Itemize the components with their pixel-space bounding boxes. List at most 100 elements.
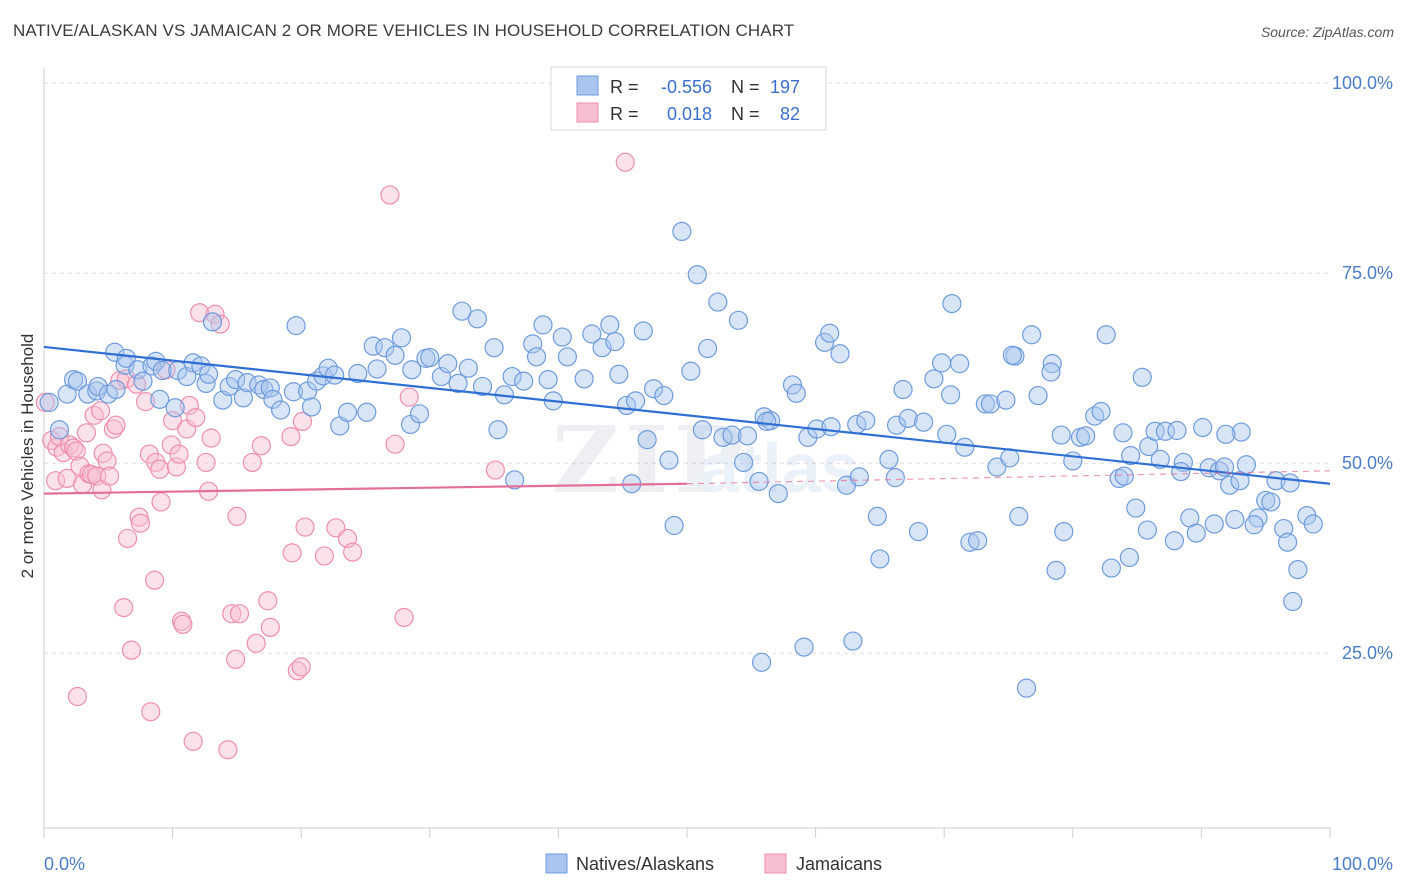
natives-point	[1261, 492, 1281, 512]
natives-points	[39, 221, 1323, 698]
natives-point	[1303, 514, 1323, 534]
natives-point	[1193, 417, 1213, 438]
natives-point	[980, 394, 1001, 414]
chart-title: NATIVE/ALASKAN VS JAMAICAN 2 OR MORE VEH…	[13, 21, 795, 40]
x-tick-label-min: 0.0%	[44, 854, 85, 874]
natives-point	[908, 521, 929, 542]
natives-point	[849, 467, 869, 487]
jamaicans-point	[380, 185, 400, 205]
jamaicans-point	[129, 507, 149, 527]
natives-point	[1171, 461, 1191, 482]
natives-point	[996, 390, 1016, 410]
watermark-zip: ZIP	[552, 406, 749, 514]
jamaicans-point	[76, 423, 97, 443]
jamaicans-point	[114, 597, 134, 618]
legend-swatch-pink	[576, 102, 599, 123]
jamaicans-point	[399, 387, 419, 407]
natives-point	[1137, 520, 1157, 540]
natives-point	[975, 394, 995, 414]
natives-point	[505, 470, 525, 490]
jamaicans-point	[258, 591, 278, 611]
natives-point	[1288, 559, 1308, 580]
y-tick-label-50: 50.0%	[1342, 453, 1393, 473]
natives-point	[514, 371, 534, 391]
natives-point	[1164, 531, 1184, 551]
natives-point	[226, 370, 246, 390]
natives-point	[472, 376, 493, 397]
natives-point	[722, 425, 742, 445]
jamaicans-point	[144, 570, 165, 590]
jamaicans-point	[45, 471, 66, 491]
natives-point	[820, 323, 840, 343]
jamaicans-point	[130, 513, 151, 533]
y-tick-label-75: 75.0%	[1342, 263, 1393, 283]
natives-point	[488, 420, 508, 440]
legend-n-label-pink: N =	[731, 104, 760, 124]
series-legend-swatch-jamaicans	[764, 853, 787, 874]
x-tick-label-max: 100.0%	[1332, 854, 1393, 874]
jamaicans-point	[251, 436, 271, 456]
jamaicans-point	[151, 492, 171, 512]
jamaicans-point	[117, 528, 138, 549]
natives-point	[609, 364, 629, 384]
natives-point	[1113, 423, 1133, 443]
natives-point	[128, 360, 148, 380]
jamaicans-point	[615, 152, 635, 172]
natives-point	[870, 549, 890, 569]
jamaicans-point	[218, 740, 238, 760]
y-tick-label-100: 100.0%	[1332, 73, 1393, 93]
natives-point	[692, 420, 713, 440]
natives-point	[337, 402, 358, 422]
jamaicans-point	[186, 408, 206, 428]
natives-point	[409, 404, 430, 424]
jamaicans-points	[35, 152, 635, 760]
natives-point	[643, 379, 664, 399]
natives-point	[605, 332, 625, 352]
natives-point	[1277, 532, 1298, 552]
jamaicans-point	[210, 314, 230, 334]
natives-point	[391, 328, 412, 348]
series-legend-label-jamaicans: Jamaicans	[796, 854, 882, 874]
natives-point	[39, 392, 59, 412]
natives-point	[286, 316, 306, 336]
natives-point	[960, 532, 980, 552]
natives-point	[502, 366, 522, 387]
natives-point	[199, 364, 219, 384]
natives-point	[150, 389, 170, 409]
natives-point	[856, 411, 876, 431]
jamaicans-point	[169, 444, 189, 464]
y-tick-labels: 100.0% 75.0% 50.0% 25.0%	[1332, 73, 1393, 663]
natives-point	[815, 332, 835, 352]
natives-point	[941, 385, 961, 405]
jamaicans-point	[226, 649, 246, 669]
natives-point	[375, 338, 395, 358]
natives-point	[733, 452, 754, 473]
jamaicans-point	[282, 543, 302, 563]
jamaicans-point	[291, 657, 311, 677]
natives-point	[233, 388, 253, 408]
jamaicans-point	[173, 614, 193, 634]
natives-point	[664, 515, 684, 536]
chart-source: Source: ZipAtlas.com	[1260, 24, 1394, 40]
jamaicans-point	[227, 506, 247, 527]
natives-point	[348, 363, 368, 384]
natives-point	[452, 301, 472, 321]
natives-point	[749, 471, 769, 492]
jamaicans-point	[201, 428, 221, 448]
natives-point	[165, 398, 185, 418]
natives-point	[728, 310, 749, 330]
natives-point	[133, 371, 153, 391]
natives-point	[937, 424, 957, 444]
natives-point	[932, 353, 952, 373]
natives-point	[1231, 422, 1251, 442]
natives-point	[1145, 421, 1165, 441]
natives-point	[1204, 514, 1224, 534]
watermark: ZIP atlas	[552, 406, 860, 514]
jamaicans-trend-line	[43, 482, 688, 495]
jamaicans-point	[314, 546, 334, 566]
natives-point	[402, 360, 422, 380]
legend-n-label-blue: N =	[731, 77, 760, 97]
jamaicans-point	[205, 304, 225, 324]
legend-swatch-blue	[576, 75, 599, 96]
